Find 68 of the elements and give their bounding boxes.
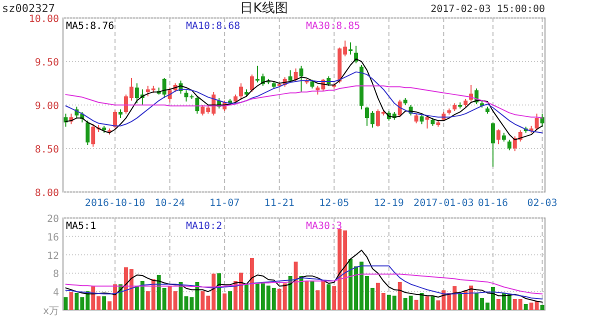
bar (294, 262, 298, 310)
y-tick-label: 10.00 (28, 14, 59, 25)
x-tick-label: 11-21 (264, 198, 294, 209)
line-series (65, 71, 543, 134)
candlestick (294, 68, 298, 82)
bar (64, 297, 68, 310)
y-tick-label: 8 (52, 269, 59, 280)
candlestick (239, 82, 243, 100)
text: MA10:2 (186, 221, 222, 232)
candlestick (113, 110, 118, 129)
candlestick (469, 84, 474, 102)
candlestick (496, 128, 500, 145)
y-tick-label: 20 (46, 214, 59, 225)
candlestick (299, 65, 304, 92)
bar (288, 276, 292, 310)
bar (102, 296, 106, 310)
x-tick-label: 12-05 (319, 198, 350, 209)
bar (69, 292, 74, 310)
candlestick (250, 74, 254, 92)
text: MA5:8.76 (66, 21, 114, 32)
bar (217, 273, 222, 310)
text: MA10:8.68 (186, 21, 240, 32)
bar (398, 282, 402, 310)
chart-subtitle: 2017-02-03 15:00:00 (430, 4, 545, 15)
text: MA30:3 (306, 221, 342, 232)
x-tick-label: 10-24 (154, 198, 185, 209)
x-tick-label: 02-03 (527, 198, 558, 209)
line-series (65, 250, 543, 303)
y-tick-label: 4 (52, 288, 59, 299)
y-tick-label: 9.50 (34, 58, 59, 68)
candlestick (86, 120, 90, 146)
bar (222, 293, 227, 310)
line-series (65, 274, 543, 294)
bar (430, 296, 435, 310)
y-axis-title: x万 (43, 306, 59, 317)
x-tick-label: 01-16 (478, 198, 508, 209)
y-tick-label: 9.00 (34, 101, 59, 112)
x-tick-label: 12-19 (374, 198, 404, 209)
candlestick (425, 114, 430, 129)
x-tick-label: 2016-10-10 (84, 198, 146, 209)
y-tick-label: 16 (46, 232, 59, 244)
x-tick-label: 11-07 (210, 198, 240, 209)
bar (250, 258, 254, 310)
bar (524, 304, 528, 310)
bar (326, 284, 331, 310)
candlestick (195, 96, 200, 114)
text: MA5:1 (66, 221, 96, 232)
candlestick (288, 70, 292, 83)
text: MA30:8.85 (306, 21, 360, 32)
candlestick (507, 139, 512, 151)
bar (414, 300, 418, 310)
bar (244, 284, 248, 310)
text: sz002327 (2, 2, 55, 15)
y-tick-label: 8.00 (34, 188, 59, 199)
bar (310, 281, 314, 310)
bar (425, 296, 430, 310)
x-tick-label: 2017-01-03 (414, 198, 474, 209)
bar (458, 292, 462, 310)
y-tick-label: 12 (46, 250, 59, 262)
line-series (65, 265, 543, 300)
bar (228, 291, 232, 310)
y-tick-label: 8.50 (34, 144, 59, 156)
candlestick (534, 113, 539, 131)
chart-title: 日K线图 (240, 1, 288, 16)
bar (496, 298, 500, 310)
candlestick (168, 87, 172, 103)
candlestick (490, 122, 495, 168)
candlestick (414, 113, 418, 124)
